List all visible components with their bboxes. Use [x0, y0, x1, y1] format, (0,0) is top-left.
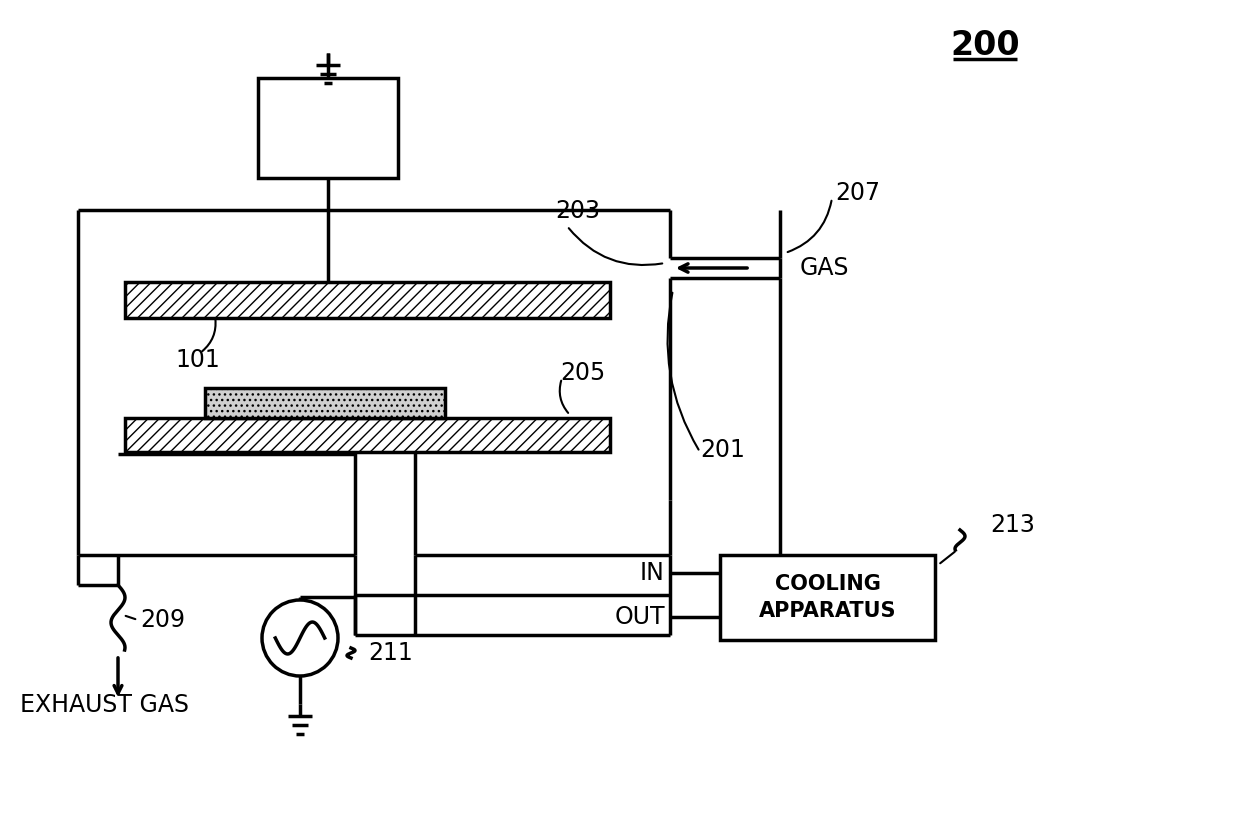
Bar — [125, 418, 610, 452]
Bar — [125, 282, 610, 318]
Text: GAS: GAS — [800, 256, 849, 280]
Text: EXHAUST GAS: EXHAUST GAS — [20, 693, 188, 717]
Bar — [720, 555, 935, 640]
Text: 200: 200 — [950, 29, 1019, 62]
Bar — [205, 388, 445, 418]
Text: 209: 209 — [140, 608, 185, 632]
Text: 203: 203 — [556, 199, 600, 223]
Text: 213: 213 — [990, 513, 1035, 537]
Text: OUT: OUT — [614, 605, 665, 629]
Text: COOLING
APPARATUS: COOLING APPARATUS — [759, 575, 897, 621]
Text: 201: 201 — [701, 438, 745, 462]
Text: 101: 101 — [175, 348, 219, 372]
Text: 207: 207 — [835, 181, 880, 205]
Bar — [258, 78, 398, 178]
Text: IN: IN — [640, 561, 665, 585]
Text: 205: 205 — [560, 361, 605, 385]
Text: 211: 211 — [368, 641, 413, 665]
